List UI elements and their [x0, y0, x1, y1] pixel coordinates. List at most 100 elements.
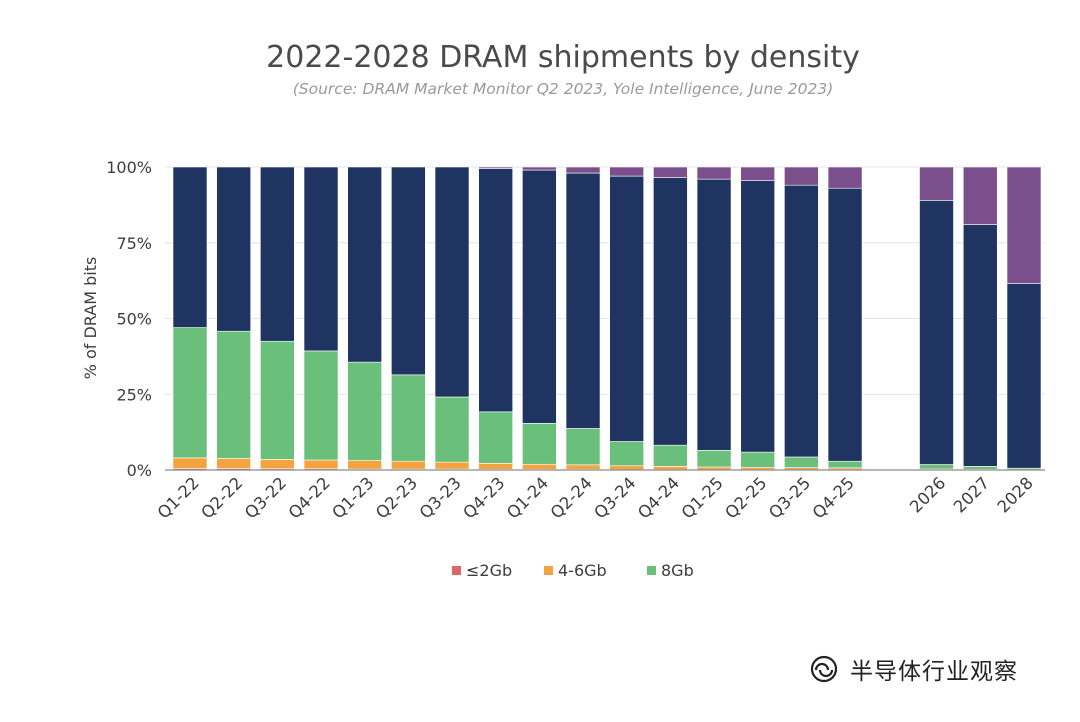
bar-segment [478, 168, 513, 413]
bar-segment [172, 327, 208, 459]
bar-segment [391, 166, 426, 376]
chart-title: 2022-2028 DRAM shipments by density [266, 40, 860, 75]
bar-segment [303, 166, 339, 352]
bar-segment [962, 166, 998, 225]
bar-segment [347, 166, 382, 363]
bar-segment [609, 441, 645, 467]
x-tick-label: Q3-22 [241, 473, 290, 522]
bar-segment [740, 466, 776, 470]
bar-segment [434, 461, 470, 470]
legend: ≤2Gb 4-6Gb 8Gb [452, 561, 694, 580]
x-tick-label: Q3-23 [416, 473, 465, 522]
y-axis-ticks: 0% 25% 50% 75% 100% [106, 158, 152, 480]
y-tick-label: 0% [127, 461, 152, 480]
watermark: 半导体行业观察 [808, 652, 1018, 686]
bar-segment [565, 166, 601, 174]
bar-segment [172, 166, 208, 328]
bar-segment [172, 457, 208, 469]
bar-segment [303, 459, 339, 470]
bar-segment [740, 180, 776, 453]
bar-segment [740, 451, 776, 468]
legend-swatch [544, 566, 553, 575]
bar-segment [827, 187, 863, 462]
y-tick-label: 100% [106, 158, 152, 177]
x-tick-label: Q1-25 [678, 473, 727, 522]
bar-segment [784, 184, 819, 458]
bar-segment [962, 224, 998, 467]
x-tick-label: 2028 [994, 473, 1037, 516]
x-tick-label: Q1-22 [154, 473, 203, 522]
chart-subtitle: (Source: DRAM Market Monitor Q2 2023, Yo… [293, 80, 834, 98]
bar-segment [391, 374, 426, 462]
y-axis-label: % of DRAM bits [81, 257, 100, 380]
legend-label: 8Gb [661, 561, 694, 580]
bar-segment [653, 466, 688, 470]
x-tick-label: Q4-22 [285, 473, 334, 522]
bar-segment [565, 428, 601, 466]
y-tick-label: 50% [116, 310, 152, 329]
bar-segment [919, 166, 954, 201]
bar-segment [391, 460, 426, 470]
bar-segment [827, 460, 863, 469]
bar-segment [216, 166, 251, 332]
bar-segment [1006, 283, 1042, 469]
x-tick-label: Q4-24 [634, 473, 683, 522]
x-tick-label: Q3-25 [765, 473, 814, 522]
bar-segment [696, 466, 732, 471]
bars [172, 166, 1042, 471]
x-tick-label: Q2-23 [372, 473, 421, 522]
bar-segment [522, 166, 557, 171]
bar-segment [216, 330, 251, 459]
bar-segment [565, 464, 601, 470]
bar-segment [919, 464, 954, 470]
bar-segment [260, 340, 295, 460]
x-tick-label: Q4-25 [809, 473, 858, 522]
bar-segment [609, 465, 645, 471]
bar-segment [827, 166, 863, 189]
x-tick-label: Q1-24 [503, 473, 552, 522]
bar-segment [260, 459, 295, 470]
bar-segment [784, 456, 819, 468]
x-tick-label: 2026 [906, 473, 949, 516]
bar-segment [784, 166, 819, 186]
bar-segment [962, 466, 998, 470]
x-axis-ticks: Q1-22Q2-22Q3-22Q4-22Q1-23Q2-23Q3-23Q4-23… [154, 473, 1037, 522]
bar-segment [303, 350, 339, 461]
bar-segment [696, 450, 732, 468]
bar-segment [478, 166, 513, 169]
bar-segment [565, 172, 601, 429]
x-tick-label: Q2-22 [197, 473, 246, 522]
x-tick-label: Q2-24 [547, 473, 596, 522]
bar-segment [609, 175, 645, 442]
x-tick-label: Q2-25 [721, 473, 770, 522]
legend-swatch [452, 566, 461, 575]
bar-segment [653, 177, 688, 446]
bar-segment [478, 411, 513, 464]
bar-segment [696, 166, 732, 180]
bar-segment [609, 166, 645, 177]
bar-segment [653, 166, 688, 178]
bar-segment [522, 169, 557, 424]
bar-segment [434, 166, 470, 398]
legend-label: ≤2Gb [466, 561, 512, 580]
x-tick-label: Q3-24 [590, 473, 639, 522]
y-tick-label: 75% [116, 234, 152, 253]
x-tick-label: Q4-23 [459, 473, 508, 522]
legend-swatch [647, 566, 656, 575]
gridlines [165, 166, 1045, 395]
bar-segment [347, 460, 382, 470]
wechat-official-account-icon [810, 655, 838, 683]
bar-segment [653, 444, 688, 467]
y-tick-label: 25% [116, 385, 152, 404]
x-tick-label: Q1-23 [328, 473, 377, 522]
watermark-text: 半导体行业观察 [850, 659, 1018, 685]
bar-segment [696, 178, 732, 451]
bar-segment [740, 166, 776, 181]
bar-segment [522, 423, 557, 465]
bar-segment [522, 463, 557, 470]
bar-segment [216, 458, 251, 469]
bar-segment [919, 200, 954, 465]
legend-label: 4-6Gb [558, 561, 607, 580]
bar-segment [260, 166, 295, 342]
